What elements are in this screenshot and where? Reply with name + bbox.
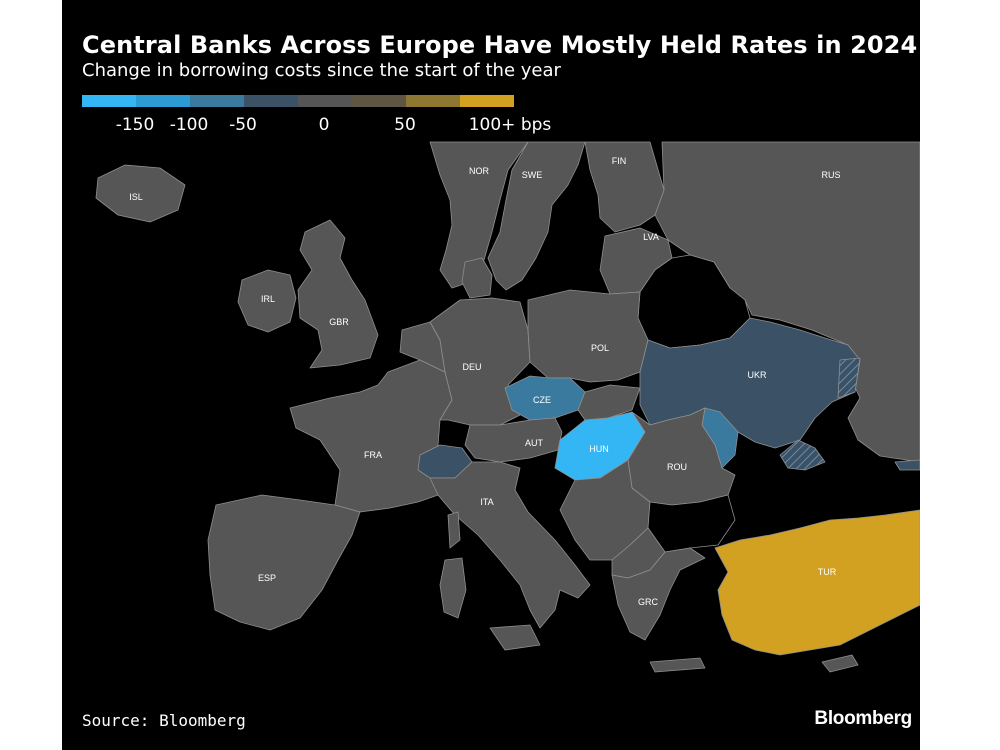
legend-swatch-7	[406, 95, 460, 107]
label-aut: AUT	[525, 438, 544, 448]
country-esp	[207, 494, 361, 631]
legend-label-minus-150: -150	[115, 115, 155, 135]
country-fra	[289, 359, 453, 513]
country-geo	[894, 459, 920, 471]
country-ita	[429, 461, 591, 629]
label-rus: RUS	[821, 170, 840, 180]
country-deu	[429, 297, 531, 426]
bloomberg-logo: Bloomberg	[814, 708, 912, 729]
label-swe: SWE	[522, 170, 543, 180]
legend-swatch-8	[460, 95, 514, 107]
label-lva: LVA	[643, 232, 659, 242]
legend-label-zero: 0	[318, 115, 330, 135]
label-gbr: GBR	[329, 317, 349, 327]
region-crimea	[779, 439, 826, 471]
color-legend: -150 -100 -50 0 50 100+ bps	[82, 95, 552, 139]
legend-swatch-6	[352, 95, 406, 107]
legend-swatch-1	[82, 95, 136, 107]
country-isl	[95, 164, 186, 223]
legend-swatch-4	[244, 95, 298, 107]
label-isl: ISL	[129, 192, 143, 202]
source-note: Source: Bloomberg	[82, 711, 246, 730]
label-tur: TUR	[818, 567, 837, 577]
label-pol: POL	[591, 343, 609, 353]
legend-color-bar	[82, 95, 514, 107]
country-pol	[527, 289, 649, 383]
country-bgr	[647, 494, 736, 553]
label-fra: FRA	[364, 450, 382, 460]
legend-swatch-3	[190, 95, 244, 107]
island-cyprus	[821, 654, 859, 673]
label-esp: ESP	[258, 573, 276, 583]
country-dnk	[461, 257, 493, 299]
label-fin: FIN	[612, 156, 627, 166]
country-swe	[487, 141, 586, 291]
label-ita: ITA	[480, 497, 493, 507]
country-gbr	[297, 219, 379, 369]
legend-swatch-5	[298, 95, 352, 107]
island-sicily	[489, 624, 541, 651]
island-sardinia	[439, 557, 467, 619]
island-crete	[649, 657, 706, 673]
label-deu: DEU	[462, 362, 481, 372]
country-fin	[584, 141, 665, 233]
country-labels: ISL NOR SWE FIN RUS LVA IRL GBR DEU POL …	[129, 156, 840, 607]
country-grc	[611, 547, 706, 641]
country-aut	[464, 417, 563, 463]
country-nor	[429, 141, 529, 289]
label-rou: ROU	[667, 462, 687, 472]
legend-label-100-plus: 100+ bps	[468, 115, 552, 135]
chart-subtitle: Change in borrowing costs since the star…	[82, 60, 561, 81]
legend-label-50: 50	[394, 115, 416, 135]
europe-map: ISL NOR SWE FIN RUS LVA IRL GBR DEU POL …	[95, 141, 920, 673]
legend-label-minus-100: -100	[169, 115, 209, 135]
label-nor: NOR	[469, 166, 490, 176]
label-irl: IRL	[261, 294, 275, 304]
label-hun: HUN	[589, 444, 609, 454]
label-cze: CZE	[533, 395, 551, 405]
chart-frame: Central Banks Across Europe Have Mostly …	[62, 0, 920, 750]
chart-title: Central Banks Across Europe Have Mostly …	[82, 31, 918, 59]
label-grc: GRC	[638, 597, 659, 607]
legend-labels: -150 -100 -50 0 50 100+ bps	[82, 115, 552, 139]
label-ukr: UKR	[747, 370, 767, 380]
island-corsica	[447, 511, 461, 549]
legend-label-minus-50: -50	[229, 115, 257, 135]
country-irl	[237, 269, 297, 333]
country-tur	[714, 509, 920, 656]
legend-swatch-2	[136, 95, 190, 107]
region-eastern-ukraine-hatched	[837, 357, 861, 399]
